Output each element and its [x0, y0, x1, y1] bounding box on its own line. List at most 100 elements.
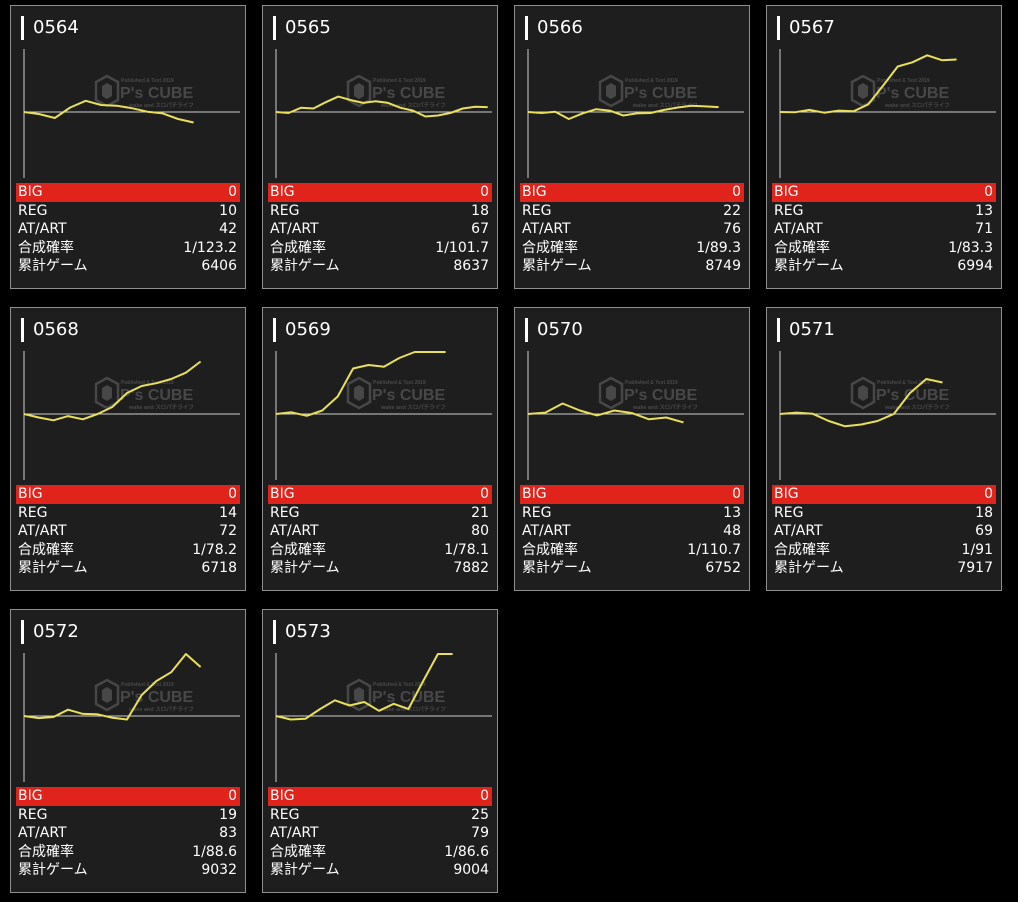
- cube-logo-icon: [850, 74, 876, 108]
- watermark-tagline: wake and スロパチライフ: [128, 705, 194, 713]
- stat-label-rate: 合成確率: [18, 239, 74, 256]
- stat-value-big: 0: [984, 486, 993, 502]
- stat-label-games: 累計ゲーム: [522, 258, 592, 275]
- stat-row-games: 累計ゲーム 9004: [268, 861, 492, 880]
- watermark-logo-text: P's CUBE: [120, 689, 193, 706]
- slump-graph: P's CUBE Published & Text 2019 wake and …: [275, 351, 492, 480]
- stats-table: BIG 0 REG 13 AT/ART 48 合成確率 1/110.7 累計ゲー…: [520, 485, 744, 578]
- stat-row-rate: 合成確率 1/110.7: [520, 541, 744, 560]
- machine-card-0570[interactable]: P's CUBE Published & Text 2019 wake and …: [514, 307, 750, 591]
- stat-label-big: BIG: [18, 486, 43, 502]
- stat-row-games: 累計ゲーム 6994: [772, 257, 996, 276]
- watermark-logo-text: P's CUBE: [372, 85, 445, 102]
- watermark-tagline: wake and スロパチライフ: [632, 101, 698, 109]
- stats-table: BIG 0 REG 10 AT/ART 42 合成確率 1/123.2 累計ゲー…: [16, 183, 240, 276]
- stat-label-at: AT/ART: [270, 825, 319, 842]
- slump-graph: P's CUBE Published & Text 2019 wake and …: [779, 49, 996, 178]
- stat-value-at: 67: [471, 221, 489, 238]
- watermark-tagline: wake and スロパチライフ: [632, 403, 698, 411]
- machine-card-0572[interactable]: P's CUBE Published & Text 2019 wake and …: [10, 609, 246, 893]
- watermark-logo-text: P's CUBE: [120, 387, 193, 404]
- stat-label-reg: REG: [18, 202, 48, 219]
- watermark-logo-text: P's CUBE: [372, 689, 445, 706]
- stat-row-reg: REG 25: [268, 806, 492, 825]
- machine-card-0573[interactable]: P's CUBE Published & Text 2019 wake and …: [262, 609, 498, 893]
- cube-logo-icon: [598, 74, 624, 108]
- stat-row-reg: REG 18: [772, 504, 996, 523]
- stat-row-at: AT/ART 79: [268, 824, 492, 843]
- machine-card-0564[interactable]: P's CUBE Published & Text 2019 wake and …: [10, 5, 246, 289]
- machine-card-0565[interactable]: P's CUBE Published & Text 2019 wake and …: [262, 5, 498, 289]
- machine-number: 0572: [21, 620, 79, 644]
- stat-row-rate: 合成確率 1/78.2: [16, 541, 240, 560]
- stat-label-at: AT/ART: [270, 221, 319, 238]
- ps-cube-watermark: P's CUBE Published & Text 2019 wake and …: [346, 74, 446, 109]
- stat-label-games: 累計ゲーム: [18, 560, 88, 577]
- machine-card-0569[interactable]: P's CUBE Published & Text 2019 wake and …: [262, 307, 498, 591]
- stat-row-at: AT/ART 80: [268, 522, 492, 541]
- machine-number: 0569: [273, 318, 331, 342]
- graph-line: [23, 653, 202, 721]
- stat-value-rate: 1/89.3: [696, 239, 741, 256]
- stat-row-big: BIG 0: [520, 485, 744, 504]
- machine-card-0571[interactable]: P's CUBE Published & Text 2019 wake and …: [766, 307, 1002, 591]
- stat-label-big: BIG: [18, 788, 43, 804]
- stat-row-at: AT/ART 71: [772, 220, 996, 239]
- watermark-subtitle: Published & Text 2019: [877, 380, 930, 386]
- stat-value-at: 79: [471, 825, 489, 842]
- stat-label-at: AT/ART: [774, 221, 823, 238]
- cube-logo-icon: [598, 376, 624, 410]
- watermark-logo-text: P's CUBE: [876, 85, 949, 102]
- watermark-logo-text: P's CUBE: [876, 387, 949, 404]
- stat-label-games: 累計ゲーム: [270, 258, 340, 275]
- watermark-subtitle: Published & Text 2019: [373, 380, 426, 386]
- stat-row-at: AT/ART 72: [16, 522, 240, 541]
- watermark-subtitle: Published & Text 2019: [121, 380, 174, 386]
- stat-value-at: 83: [219, 825, 237, 842]
- machine-card-0568[interactable]: P's CUBE Published & Text 2019 wake and …: [10, 307, 246, 591]
- stat-label-big: BIG: [522, 486, 547, 502]
- stat-row-rate: 合成確率 1/91: [772, 541, 996, 560]
- machine-number: 0565: [273, 16, 331, 40]
- stat-row-big: BIG 0: [520, 183, 744, 202]
- stat-row-big: BIG 0: [16, 787, 240, 806]
- graph-line: [275, 95, 488, 118]
- watermark-subtitle: Published & Text 2019: [121, 682, 174, 688]
- stat-label-big: BIG: [522, 184, 547, 200]
- stat-value-rate: 1/101.7: [435, 239, 489, 256]
- stat-value-reg: 13: [975, 202, 993, 219]
- stat-value-games: 6994: [957, 258, 993, 275]
- stat-value-at: 80: [471, 523, 489, 540]
- stats-table: BIG 0 REG 18 AT/ART 67 合成確率 1/101.7 累計ゲー…: [268, 183, 492, 276]
- stat-label-rate: 合成確率: [18, 843, 74, 860]
- stat-value-reg: 25: [471, 806, 489, 823]
- stats-table: BIG 0 REG 19 AT/ART 83 合成確率 1/88.6 累計ゲーム…: [16, 787, 240, 880]
- stat-value-reg: 21: [471, 504, 489, 521]
- stat-row-at: AT/ART 76: [520, 220, 744, 239]
- stat-row-games: 累計ゲーム 6718: [16, 559, 240, 578]
- stat-label-big: BIG: [270, 788, 295, 804]
- stat-value-reg: 19: [219, 806, 237, 823]
- stats-table: BIG 0 REG 25 AT/ART 79 合成確率 1/86.6 累計ゲーム…: [268, 787, 492, 880]
- stat-row-games: 累計ゲーム 7882: [268, 559, 492, 578]
- stat-row-reg: REG 13: [772, 202, 996, 221]
- stat-value-games: 9032: [201, 862, 237, 879]
- stat-value-games: 6718: [201, 560, 237, 577]
- watermark-subtitle: Published & Text 2019: [625, 78, 678, 84]
- watermark-tagline: wake and スロパチライフ: [884, 403, 950, 411]
- cube-logo-icon: [346, 376, 372, 410]
- stat-value-big: 0: [228, 788, 237, 804]
- stat-label-rate: 合成確率: [270, 541, 326, 558]
- machine-card-0567[interactable]: P's CUBE Published & Text 2019 wake and …: [766, 5, 1002, 289]
- stat-value-games: 8637: [453, 258, 489, 275]
- stat-label-rate: 合成確率: [270, 239, 326, 256]
- stat-row-reg: REG 14: [16, 504, 240, 523]
- machine-number: 0570: [525, 318, 583, 342]
- stat-label-games: 累計ゲーム: [774, 560, 844, 577]
- stat-label-big: BIG: [270, 486, 295, 502]
- machine-card-0566[interactable]: P's CUBE Published & Text 2019 wake and …: [514, 5, 750, 289]
- slump-graph: P's CUBE Published & Text 2019 wake and …: [527, 351, 744, 480]
- stat-label-rate: 合成確率: [774, 541, 830, 558]
- graph-line: [779, 54, 957, 114]
- stat-row-big: BIG 0: [16, 485, 240, 504]
